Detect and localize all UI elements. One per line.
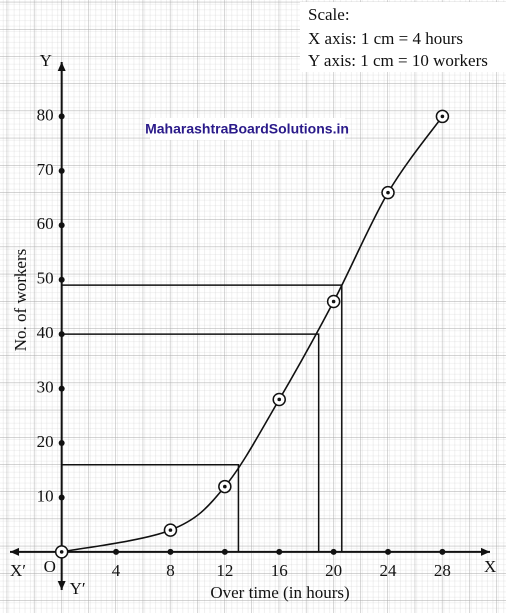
point-part — [59, 550, 64, 554]
point-part — [331, 299, 336, 304]
x-tick — [385, 548, 392, 555]
point-part — [168, 528, 173, 532]
point — [54, 545, 69, 559]
guide-line — [61, 464, 240, 552]
x-axis-title: Over time (in hours) — [210, 583, 349, 602]
point — [218, 479, 232, 494]
x-tick — [276, 548, 283, 555]
x-tick-label: 20 — [325, 561, 342, 580]
y-tick — [58, 440, 65, 447]
y-tick-label: 10 — [37, 486, 54, 505]
scale-box — [300, 2, 506, 72]
origin-label: O — [44, 557, 56, 576]
x-tick-label: 12 — [216, 561, 233, 580]
x-tick — [439, 548, 446, 555]
arrow — [57, 581, 66, 590]
axis-end-label: Y — [40, 51, 52, 70]
x-tick — [221, 548, 228, 555]
point — [435, 109, 450, 124]
y-tick-label: 60 — [37, 214, 54, 233]
y-axis-title: No. of workers — [11, 249, 30, 351]
scale-y: Y axis: 1 cm = 10 workers — [308, 51, 488, 70]
point — [381, 185, 395, 200]
y-tick — [58, 276, 65, 283]
y-tick — [58, 113, 65, 120]
point-part — [277, 397, 282, 402]
x-tick — [330, 548, 337, 555]
y-tick — [58, 385, 65, 392]
point-part — [223, 484, 227, 489]
point-part — [440, 114, 445, 119]
x-tick-label: 16 — [271, 561, 288, 580]
watermark: MaharashtraBoardSolutions.in — [145, 121, 349, 137]
y-tick — [58, 167, 65, 174]
x-tick-label: 24 — [380, 561, 398, 580]
point — [163, 523, 178, 537]
y-tick-label: 50 — [37, 269, 54, 288]
point — [272, 392, 286, 407]
watermark-box — [150, 118, 345, 140]
x-tick-label: 8 — [166, 561, 175, 580]
arrow — [481, 547, 490, 556]
guide-line — [61, 333, 320, 552]
axis-end-label: X′ — [10, 561, 26, 580]
y-tick-label: 40 — [37, 323, 54, 342]
y-tick-label: 70 — [37, 160, 54, 179]
x-tick — [113, 548, 120, 555]
arrow — [10, 547, 19, 556]
y-tick-label: 20 — [37, 432, 54, 451]
y-tick-label: 30 — [37, 378, 54, 397]
x-tick-label: 4 — [112, 561, 121, 580]
y-tick — [58, 494, 65, 501]
axis-end-label: X — [484, 557, 496, 576]
scale-x: X axis: 1 cm = 4 hours — [308, 29, 463, 48]
y-tick-label: 80 — [37, 105, 54, 124]
y-tick — [58, 222, 65, 229]
arrow — [57, 62, 66, 71]
axis-end-label: Y′ — [70, 579, 86, 598]
x-tick — [167, 548, 174, 555]
point — [326, 294, 341, 309]
scale-title: Scale: — [308, 5, 350, 24]
x-tick-label: 28 — [434, 561, 451, 580]
point-part — [386, 190, 390, 195]
